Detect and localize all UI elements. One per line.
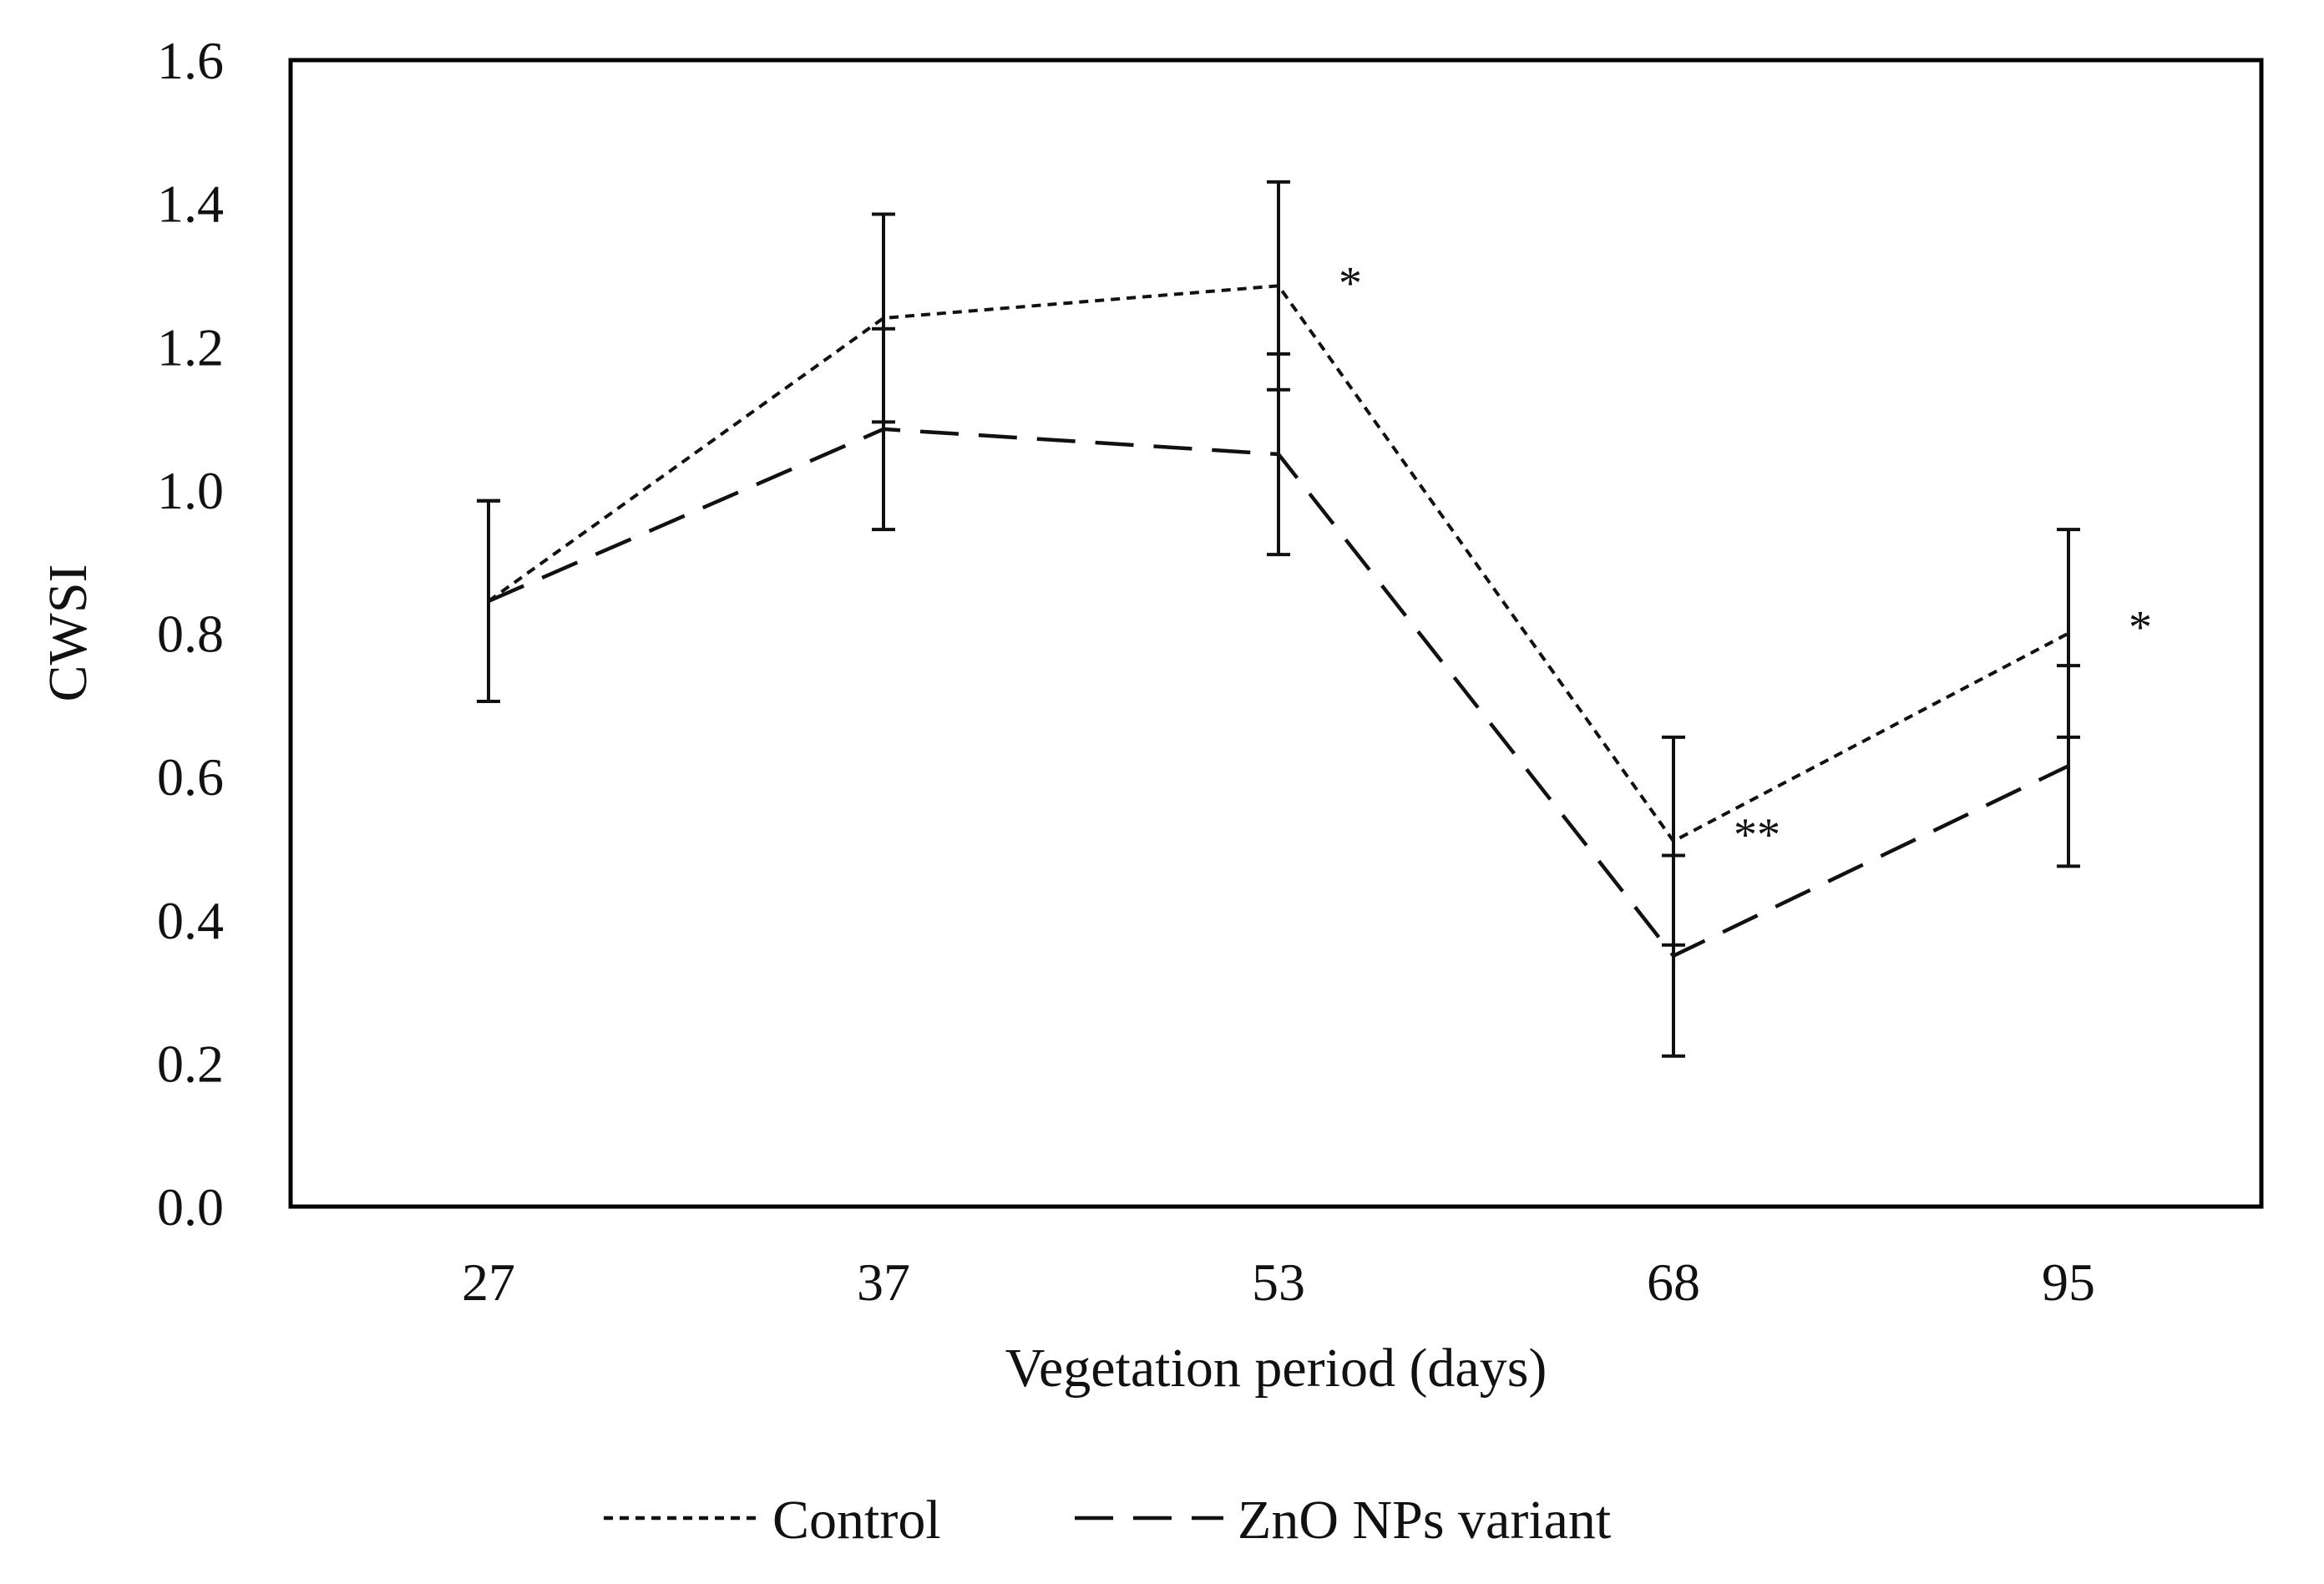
error-bar-zno-nps-variant xyxy=(872,326,895,532)
significance-marker: * xyxy=(1339,257,1362,309)
x-tick-label: 53 xyxy=(1252,1253,1305,1312)
y-tick-label: 0.0 xyxy=(157,1177,224,1237)
y-tick-label: 1.0 xyxy=(157,461,224,520)
significance-annotations: **** xyxy=(1339,257,2152,861)
error-bar-zno-nps-variant xyxy=(1267,352,1290,557)
legend-item-control: Control xyxy=(604,1490,941,1551)
x-axis-tick-labels: 27 37 53 68 95 xyxy=(462,1253,2095,1312)
plot-area-frame xyxy=(288,58,2264,1209)
x-tick-label: 95 xyxy=(2042,1253,2095,1312)
significance-marker: ** xyxy=(1734,809,1780,861)
x-tick-label: 68 xyxy=(1647,1253,1700,1312)
series-zno-nps-variant xyxy=(477,326,2080,1058)
x-tick-label: 37 xyxy=(857,1253,910,1312)
legend-label-control: Control xyxy=(772,1490,941,1551)
series-line-control xyxy=(487,284,2069,843)
error-bar-zno-nps-variant xyxy=(2057,664,2080,868)
y-tick-label: 0.2 xyxy=(157,1034,224,1093)
y-tick-label: 0.4 xyxy=(157,891,224,950)
significance-marker: * xyxy=(2129,601,2152,653)
y-tick-label: 1.6 xyxy=(157,31,224,90)
y-tick-label: 0.8 xyxy=(157,605,224,664)
y-tick-label: 0.6 xyxy=(157,747,224,807)
error-bar-zno-nps-variant xyxy=(1662,853,1685,1058)
series-layer xyxy=(477,180,2080,1058)
y-tick-label: 1.4 xyxy=(157,175,224,234)
legend-item-zno-nps-variant: ZnO NPs variant xyxy=(1075,1490,1611,1551)
y-axis-title: CWSI xyxy=(38,564,99,702)
x-tick-label: 27 xyxy=(462,1253,515,1312)
y-tick-label: 1.2 xyxy=(157,317,224,377)
x-axis-title: Vegetation period (days) xyxy=(1005,1338,1547,1399)
y-axis-tick-labels: 0.0 0.2 0.4 0.6 0.8 1.0 1.2 1.4 1.6 xyxy=(157,31,224,1237)
error-bar-zno-nps-variant xyxy=(477,498,500,704)
legend: Control ZnO NPs variant xyxy=(604,1490,1611,1551)
legend-label-zno-nps-variant: ZnO NPs variant xyxy=(1238,1490,1611,1551)
